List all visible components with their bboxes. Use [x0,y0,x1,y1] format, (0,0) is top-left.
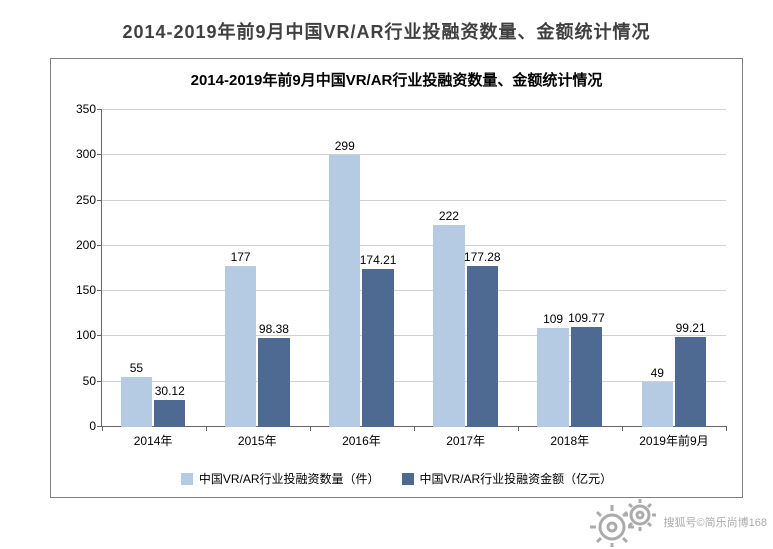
plot-area: 050100150200250300350 2014年2015年2016年201… [101,109,726,427]
legend-item: 中国VR/AR行业投融资数量（件） [181,470,380,487]
bar-value-label: 55 [106,361,166,375]
y-tick-label: 50 [62,374,96,388]
bar-value-label: 177 [211,250,271,264]
bar-group: 299 174.21 [309,109,413,427]
legend-item: 中国VR/AR行业投融资金额（亿元） [402,470,613,487]
legend-label: 中国VR/AR行业投融资数量（件） [199,470,380,487]
chart-frame: 2014-2019年前9月中国VR/AR行业投融资数量、金额统计情况 05010… [50,58,743,498]
y-tick-label: 200 [62,238,96,252]
y-tick-label: 0 [62,419,96,433]
legend-swatch [181,473,193,485]
y-tick-label: 250 [62,193,96,207]
bar [154,400,185,427]
legend: 中国VR/AR行业投融资数量（件） 中国VR/AR行业投融资金额（亿元） [51,470,742,487]
bar [329,155,360,427]
y-tick-label: 350 [62,102,96,116]
bar-groups: 55 30.12 177 98.38 299 174.21 222 177.28 109109.… [101,109,726,427]
bar-value-label: 177.28 [452,250,512,264]
x-tick-label: 2014年 [101,432,205,449]
watermark: 搜狐号©简乐尚博168 [590,497,767,547]
y-tick-label: 150 [62,283,96,297]
legend-label: 中国VR/AR行业投融资金额（亿元） [420,470,613,487]
x-tick-label: 2017年 [414,432,518,449]
page-title: 2014-2019年前9月中国VR/AR行业投融资数量、金额统计情况 [0,0,773,58]
x-tick-label: 2016年 [309,432,413,449]
bar-group: 177 98.38 [205,109,309,427]
bar-group: 4999.21 [622,109,726,427]
bar-value-label: 174.21 [348,253,408,267]
bar [675,337,706,427]
bar-value-label: 109.77 [556,311,616,325]
bar-group: 222 177.28 [414,109,518,427]
x-tick-label: 2015年 [205,432,309,449]
bar-value-label: 99.21 [661,321,721,335]
x-tick-mark [726,426,727,431]
gear-icon [590,497,660,547]
legend-swatch [402,473,414,485]
bar [225,266,256,427]
y-tick-label: 300 [62,147,96,161]
bar [537,328,568,427]
bar-group: 55 30.12 [101,109,205,427]
bar [467,266,498,427]
x-tick-label: 2018年 [518,432,622,449]
bar [642,382,673,427]
chart-title: 2014-2019年前9月中国VR/AR行业投融资数量、金额统计情况 [51,59,742,96]
y-tick-label: 100 [62,328,96,342]
bar [362,269,393,427]
watermark-text: 搜狐号©简乐尚博168 [664,514,767,530]
bar-value-label: 98.38 [244,322,304,336]
x-tick-label: 2019年前9月 [622,432,726,449]
bar-value-label: 30.12 [140,384,200,398]
x-axis: 2014年2015年2016年2017年2018年2019年前9月 [101,432,726,449]
bar-value-label: 222 [419,209,479,223]
bar [571,327,602,427]
bar-value-label: 299 [315,139,375,153]
bar [258,338,289,427]
bar-group: 109109.77 [518,109,622,427]
